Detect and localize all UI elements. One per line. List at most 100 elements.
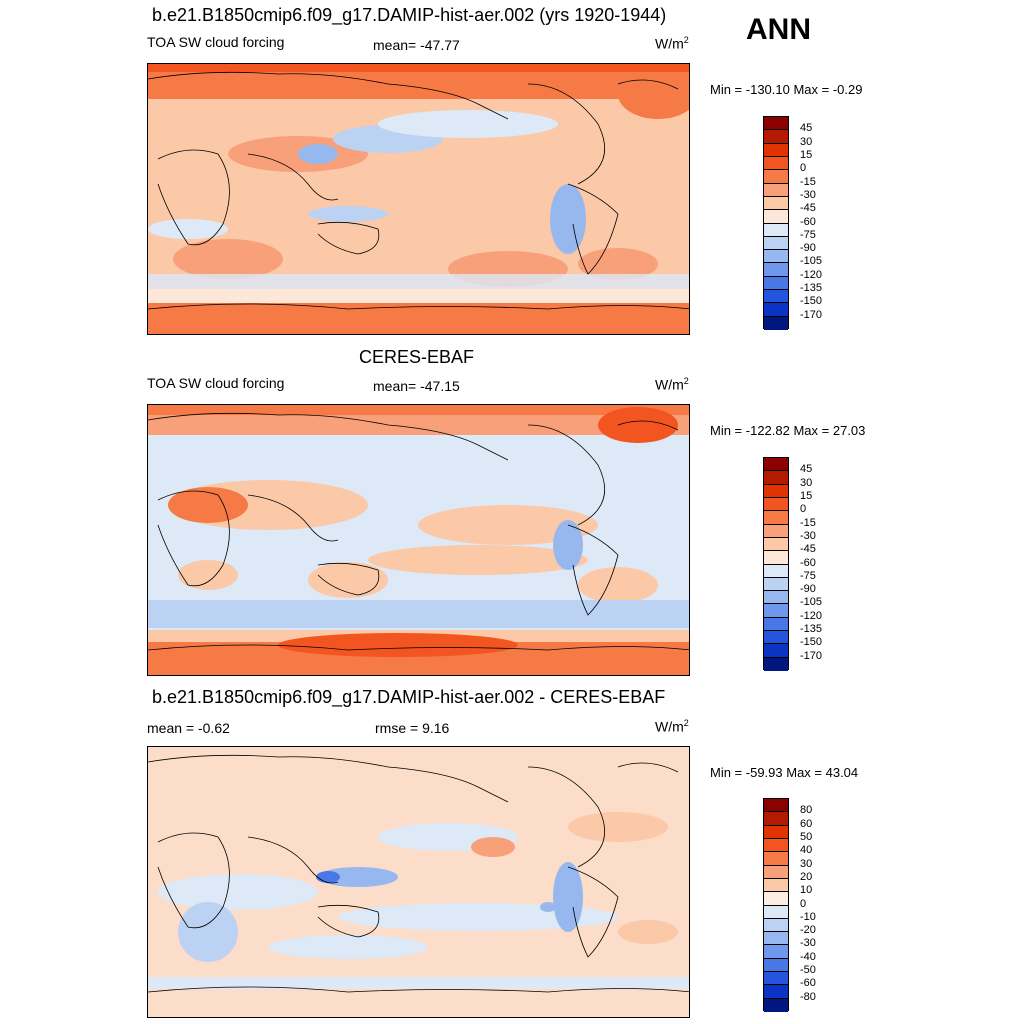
colorbar-tick-label: -45 xyxy=(800,543,816,556)
panel-2-map xyxy=(147,404,690,676)
panel-1-map xyxy=(147,63,690,335)
colorbar-tick-label: 60 xyxy=(800,817,813,830)
colorbar-tick-label: 15 xyxy=(800,148,813,161)
colorbar-swatch xyxy=(764,170,788,184)
colorbar-swatch xyxy=(764,945,788,959)
panel-3-units: W/m2 xyxy=(655,718,689,735)
colorbar-tick-label: 40 xyxy=(800,844,813,857)
panel-3-title: b.e21.B1850cmip6.f09_g17.DAMIP-hist-aer.… xyxy=(152,687,666,707)
colorbar-swatch xyxy=(764,644,788,658)
colorbar-swatch xyxy=(764,276,788,291)
colorbar-swatch xyxy=(764,524,788,538)
colorbar-swatch xyxy=(764,537,788,552)
colorbar-tick-label: -60 xyxy=(800,977,816,990)
colorbar-tick-label: 20 xyxy=(800,870,813,883)
colorbar-tick-label: 30 xyxy=(800,135,813,148)
colorbar-tick-label: 0 xyxy=(800,503,807,516)
colorbar-swatch xyxy=(764,303,788,317)
panel-1-colorbar xyxy=(763,116,789,330)
colorbar-tick-label: -135 xyxy=(800,282,823,295)
colorbar-swatch xyxy=(764,878,788,893)
colorbar-tick-label: -15 xyxy=(800,516,816,529)
colorbar-tick-label: 0 xyxy=(800,162,807,175)
colorbar-swatch xyxy=(764,918,788,933)
colorbar-swatch xyxy=(764,551,788,565)
colorbar-swatch xyxy=(764,471,788,485)
colorbar-tick-label: -40 xyxy=(800,950,816,963)
colorbar-swatch xyxy=(764,223,788,237)
colorbar-swatch xyxy=(764,458,788,472)
panel-1-minmax: Min = -130.10 Max = -0.29 xyxy=(710,82,863,97)
colorbar-tick-label: -170 xyxy=(800,308,823,321)
colorbar-swatch xyxy=(764,577,788,592)
colorbar-tick-label: -105 xyxy=(800,255,823,268)
panel-3-mean-label: mean = -0.62 xyxy=(147,720,230,736)
colorbar-swatch xyxy=(764,932,788,946)
colorbar-tick-label: 10 xyxy=(800,884,813,897)
colorbar-tick-label: -150 xyxy=(800,295,823,308)
colorbar-swatch xyxy=(764,958,788,973)
colorbar-tick-label: -90 xyxy=(800,242,816,255)
colorbar-swatch xyxy=(764,117,788,131)
panel-2-mean-label: mean= -47.15 xyxy=(373,378,460,394)
colorbar-swatch xyxy=(764,484,788,498)
colorbar-tick-label: -90 xyxy=(800,583,816,596)
colorbar-tick-label: -30 xyxy=(800,529,816,542)
colorbar-tick-label: 30 xyxy=(800,476,813,489)
colorbar-tick-label: -75 xyxy=(800,569,816,582)
colorbar-tick-label: -30 xyxy=(800,188,816,201)
panel-2-colorbar xyxy=(763,457,789,671)
colorbar-tick-label: -75 xyxy=(800,228,816,241)
colorbar-tick-label: 30 xyxy=(800,857,813,870)
season-label: ANN xyxy=(746,13,811,46)
colorbar-swatch xyxy=(764,852,788,866)
colorbar-tick-label: -45 xyxy=(800,202,816,215)
colorbar-swatch xyxy=(764,316,788,330)
colorbar-swatch xyxy=(764,511,788,525)
panel-3-map xyxy=(147,746,690,1018)
colorbar-tick-label: -135 xyxy=(800,623,823,636)
colorbar-tick-label: -30 xyxy=(800,937,816,950)
colorbar-swatch xyxy=(764,825,788,839)
colorbar-tick-label: -105 xyxy=(800,596,823,609)
colorbar-tick-label: 50 xyxy=(800,830,813,843)
colorbar-swatch xyxy=(764,143,788,157)
colorbar-tick-label: 45 xyxy=(800,463,813,476)
colorbar-tick-label: -60 xyxy=(800,215,816,228)
colorbar-swatch xyxy=(764,130,788,144)
colorbar-swatch xyxy=(764,604,788,618)
colorbar-swatch xyxy=(764,972,788,986)
panel-1-title: b.e21.B1850cmip6.f09_g17.DAMIP-hist-aer.… xyxy=(152,5,667,25)
colorbar-tick-label: -20 xyxy=(800,924,816,937)
colorbar-tick-label: 15 xyxy=(800,489,813,502)
colorbar-swatch xyxy=(764,617,788,632)
panel-1-mean-label: mean= -47.77 xyxy=(373,37,460,53)
colorbar-tick-label: -120 xyxy=(800,268,823,281)
colorbar-swatch xyxy=(764,799,788,813)
colorbar-tick-label: 80 xyxy=(800,804,813,817)
panel-2-units: W/m2 xyxy=(655,376,689,393)
colorbar-swatch xyxy=(764,250,788,264)
panel-2-minmax: Min = -122.82 Max = 27.03 xyxy=(710,423,866,438)
colorbar-swatch xyxy=(764,156,788,171)
colorbar-tick-label: -15 xyxy=(800,175,816,188)
colorbar-tick-label: -10 xyxy=(800,910,816,923)
colorbar-tick-label: -150 xyxy=(800,636,823,649)
panel-2-variable-label: TOA SW cloud forcing xyxy=(147,375,285,391)
colorbar-swatch xyxy=(764,196,788,211)
colorbar-swatch xyxy=(764,210,788,224)
colorbar-swatch xyxy=(764,591,788,605)
colorbar-swatch xyxy=(764,564,788,578)
panel-1-units: W/m2 xyxy=(655,35,689,52)
colorbar-swatch xyxy=(764,183,788,197)
colorbar-swatch xyxy=(764,892,788,906)
panel-3-rmse-label: rmse = 9.16 xyxy=(375,720,450,736)
colorbar-swatch xyxy=(764,290,788,304)
colorbar-tick-label: 45 xyxy=(800,122,813,135)
panel-3-colorbar xyxy=(763,798,789,1012)
colorbar-tick-label: -120 xyxy=(800,609,823,622)
colorbar-swatch xyxy=(764,812,788,826)
panel-3-minmax: Min = -59.93 Max = 43.04 xyxy=(710,765,859,780)
colorbar-tick-label: -60 xyxy=(800,556,816,569)
colorbar-swatch xyxy=(764,631,788,645)
